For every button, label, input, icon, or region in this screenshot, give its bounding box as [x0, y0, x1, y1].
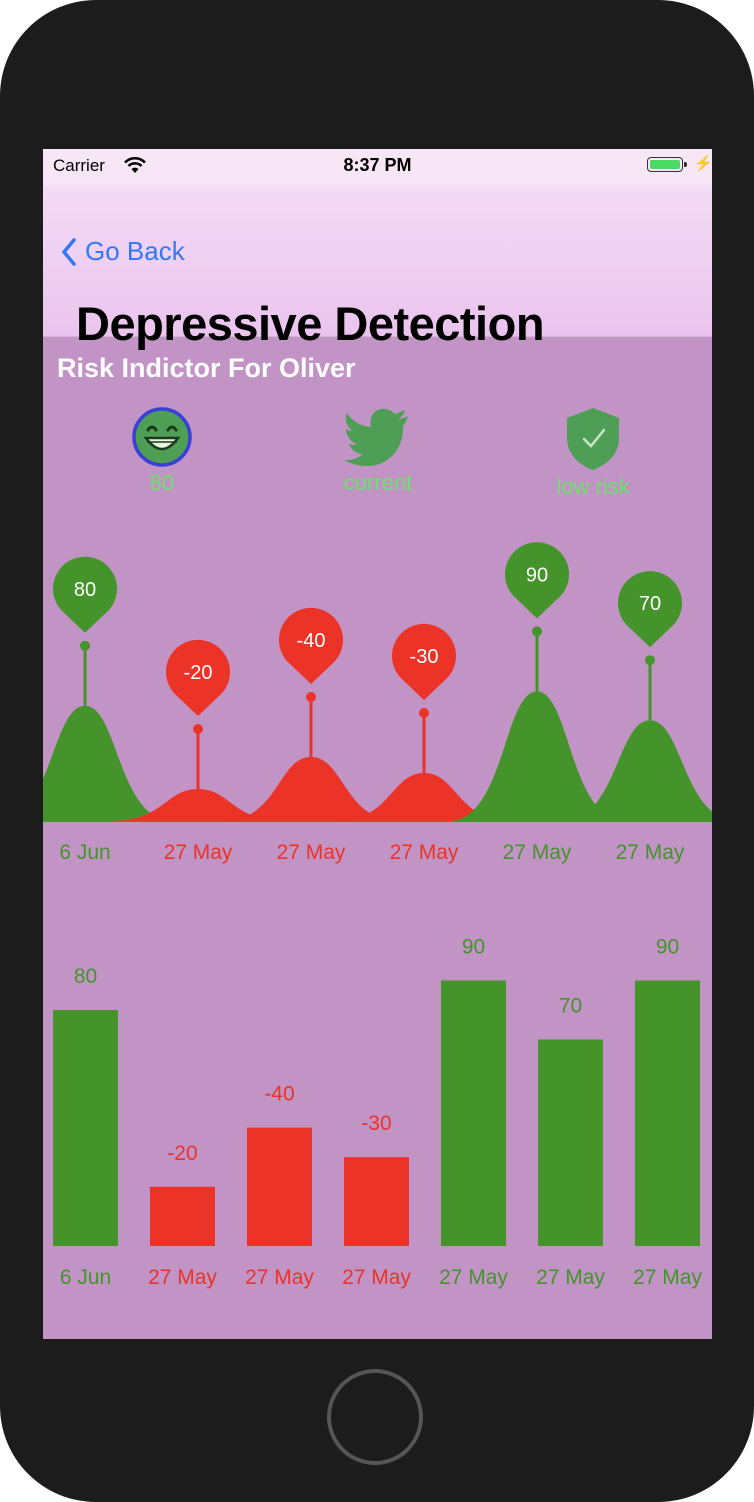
shield-check-icon	[567, 408, 619, 470]
page-title: Depressive Detection	[76, 297, 545, 350]
pin-value-label: 80	[74, 579, 96, 601]
area-peak	[43, 705, 173, 821]
twitter-bird-icon	[344, 408, 408, 466]
clock-label: 8:37 PM	[343, 155, 412, 175]
x-tick-label: 6 Jun	[60, 1266, 111, 1289]
x-tick-label: 27 May	[245, 1266, 314, 1289]
x-tick-label: 27 May	[439, 1266, 508, 1289]
bar	[247, 1127, 312, 1246]
pin-value-label: -30	[410, 646, 439, 668]
bar	[635, 980, 700, 1246]
area-chart: 80 6 Jun -20 27 May -40 27 May -30 27 May 90 27 M…	[43, 542, 712, 864]
x-tick-label: 27 May	[164, 841, 233, 864]
x-tick-label: 6 Jun	[59, 841, 110, 864]
x-tick-label: 27 May	[616, 841, 685, 864]
indicator-risk-label: low risk	[556, 474, 630, 499]
carrier-label: Carrier	[53, 156, 105, 175]
marker-dot	[419, 708, 429, 718]
bar-value-label: -40	[264, 1083, 294, 1106]
indicator-source: current	[318, 406, 438, 496]
bar-value-label: -30	[361, 1112, 391, 1135]
risk-indicator-heading: Risk Indictor For Oliver	[57, 353, 356, 383]
navigation-bar: Go Back Depressive Detection	[43, 185, 712, 350]
x-tick-label: 27 May	[536, 1266, 605, 1289]
go-back-label: Go Back	[85, 236, 185, 266]
indicator-score: 80	[102, 406, 222, 496]
x-tick-label: 27 May	[633, 1266, 702, 1289]
go-back-button[interactable]: Go Back	[61, 236, 185, 267]
smiley-face-icon	[132, 407, 192, 467]
bar-value-label: 80	[74, 965, 97, 988]
indicator-score-label: 80	[149, 470, 175, 495]
pin-value-label: 90	[526, 564, 548, 586]
bar-value-label: 90	[462, 936, 485, 959]
bar	[441, 980, 506, 1246]
x-tick-label: 27 May	[342, 1266, 411, 1289]
value-pin	[166, 639, 230, 716]
bar	[538, 1039, 603, 1246]
indicator-source-label: current	[343, 470, 413, 495]
area-peak	[562, 720, 712, 821]
chevron-left-icon	[62, 237, 76, 266]
pin-value-label: -20	[184, 662, 213, 684]
pin-value-label: -40	[297, 630, 326, 652]
marker-dot	[306, 692, 316, 702]
area-peak	[336, 773, 512, 821]
wifi-icon	[124, 157, 146, 173]
pin-value-label: 70	[639, 593, 661, 615]
area-peak	[223, 757, 399, 821]
x-tick-label: 27 May	[390, 841, 459, 864]
bar-value-label: 70	[559, 995, 582, 1018]
bar	[53, 1010, 118, 1246]
x-tick-label: 27 May	[503, 841, 572, 864]
app-screen: Carrier 8:37 PM ⚡ Go Back Depressive Det…	[43, 149, 712, 1339]
value-pin	[53, 556, 117, 633]
bar	[150, 1186, 215, 1246]
charging-bolt-icon: ⚡	[694, 155, 712, 172]
bar-value-label: 90	[656, 936, 679, 959]
x-tick-label: 27 May	[148, 1266, 217, 1289]
status-bar: Carrier 8:37 PM ⚡	[43, 149, 712, 185]
marker-dot	[80, 640, 90, 651]
baseline	[43, 821, 712, 822]
home-button[interactable]	[327, 1369, 423, 1465]
battery-icon	[647, 157, 687, 172]
indicator-risk: low risk	[533, 406, 653, 500]
marker-dot	[645, 655, 655, 666]
value-pin	[505, 542, 569, 619]
x-tick-label: 27 May	[277, 841, 346, 864]
marker-dot	[193, 724, 203, 734]
bar-value-label: -20	[167, 1142, 197, 1165]
area-peak	[449, 691, 625, 821]
bar-chart: 80 6 Jun -20 27 May -40 27 May -30 27 May 90 27 M…	[53, 936, 702, 1289]
value-pin	[618, 571, 683, 648]
bar	[344, 1157, 409, 1246]
value-pin	[279, 607, 343, 684]
value-pin	[392, 623, 456, 700]
marker-dot	[532, 626, 542, 637]
area-peak	[110, 789, 286, 821]
